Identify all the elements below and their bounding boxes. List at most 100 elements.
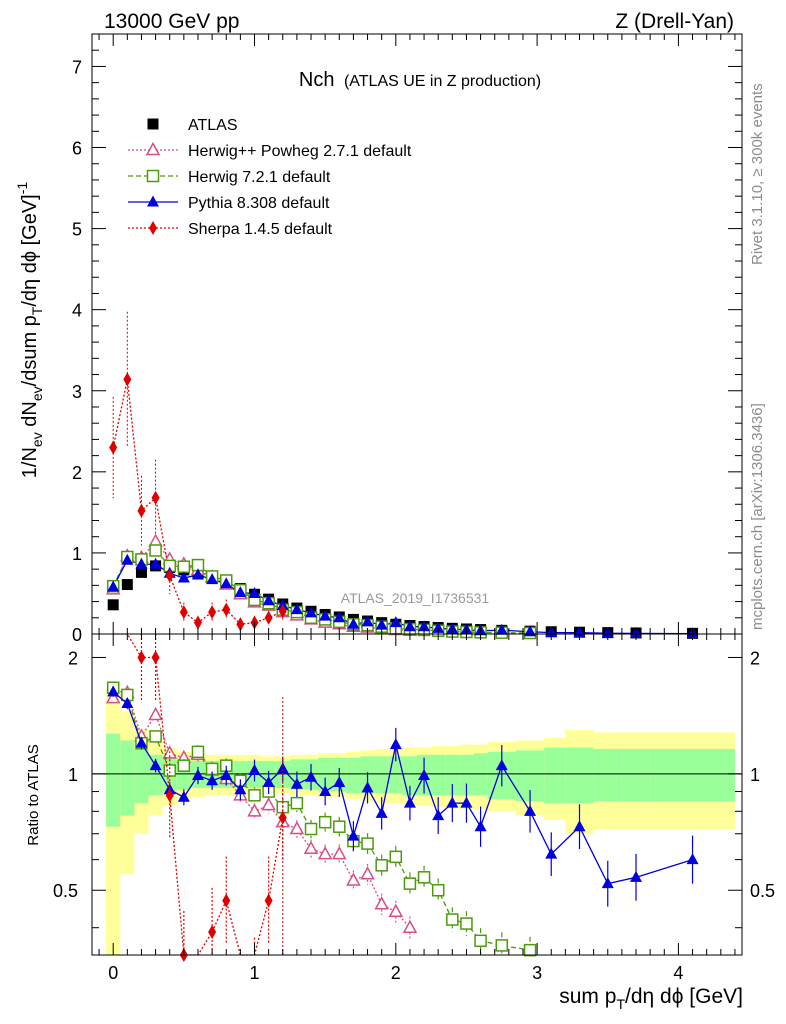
main-point-pythia xyxy=(375,618,388,630)
ratio-point-herwig xyxy=(361,837,374,850)
ratio-point-sherpa xyxy=(137,650,146,665)
x-tick-label: 1 xyxy=(249,963,259,983)
ratio-point-herwig xyxy=(247,803,262,817)
y-tick-label: 1 xyxy=(72,544,82,564)
ratio-point-herwig xyxy=(417,871,431,884)
ratio-point-pythia xyxy=(121,697,134,709)
ratio-point-herwig xyxy=(290,796,304,810)
ratio-point-herwig xyxy=(375,859,388,872)
main-point-herwig xyxy=(149,544,162,557)
ratio-point-herwig xyxy=(303,840,319,855)
ratio-point-pythia xyxy=(446,796,459,808)
ratio-point-herwig xyxy=(177,759,191,772)
ratio-point-pythia xyxy=(375,806,388,818)
band-stat xyxy=(593,748,622,802)
ratio-frame xyxy=(91,633,743,956)
main-point-pythia xyxy=(333,611,346,623)
band-stat xyxy=(388,756,403,794)
header-left: 13000 GeV pp xyxy=(104,10,239,33)
ratio-point-herwig xyxy=(474,934,487,948)
ratio-y-label: Ratio to ATLAS xyxy=(25,744,42,845)
main-point-pythia xyxy=(234,586,247,598)
main-point-pythia xyxy=(524,625,537,637)
ratio-line-herwig xyxy=(112,692,411,929)
main-point-pythia xyxy=(305,606,318,618)
main-point-pythia xyxy=(262,594,275,606)
ratio-point-pythia xyxy=(524,804,537,816)
ratio-point-pythia xyxy=(545,847,558,859)
ratio-point-pythia xyxy=(361,781,374,793)
main-line-pythia-8-308-default xyxy=(112,559,693,635)
main-point-sherpa xyxy=(236,617,245,632)
ratio-point-pythia xyxy=(389,738,402,750)
main-point-sherpa xyxy=(179,605,188,620)
ratio-point-herwig xyxy=(402,919,418,933)
main-line-herwig-powheg-2-7-1-default xyxy=(112,540,410,632)
ratio-point-sherpa xyxy=(151,650,160,665)
ratio-point-herwig xyxy=(317,846,333,860)
band-stat xyxy=(565,747,594,804)
ratio-point-herwig xyxy=(403,877,417,890)
y-tick-label: 4 xyxy=(72,301,82,321)
ratio-point-herwig xyxy=(389,850,403,864)
ratio-point-herwig xyxy=(495,939,509,952)
main-point-pythia xyxy=(107,580,120,592)
legend-entry: Sherpa 1.4.5 default xyxy=(188,221,333,238)
y-tick-label: 7 xyxy=(72,57,82,77)
main-point-pythia xyxy=(135,557,148,569)
band-stat xyxy=(544,747,566,804)
main-point-sherpa xyxy=(137,503,146,518)
ratio-point-pythia xyxy=(220,769,233,781)
y-tick-label: 0 xyxy=(72,625,82,645)
band-stat xyxy=(318,757,333,792)
main-point-pythia xyxy=(206,573,219,585)
main-point-pythia xyxy=(347,617,360,629)
ratio-tick-label: 1 xyxy=(68,765,78,785)
ratio-point-pythia xyxy=(347,829,360,841)
main-point-herwig xyxy=(177,560,191,573)
ratio-tick-label-right: 0.5 xyxy=(750,881,775,901)
ratio-point-pythia xyxy=(276,762,289,774)
ratio-point-pythia xyxy=(248,764,261,776)
band-stat xyxy=(120,740,135,816)
band-stat xyxy=(445,754,460,796)
main-point-pythia xyxy=(389,616,402,628)
legend-marker xyxy=(147,195,159,207)
rivet-label: Rivet 3.1.10, ≥ 300k events xyxy=(749,83,766,265)
main-point-sherpa xyxy=(151,490,160,505)
main-point-pythia xyxy=(248,586,261,598)
band-stat xyxy=(148,754,163,796)
main-point-pythia xyxy=(418,620,431,632)
main-point-pythia xyxy=(149,557,162,569)
y-axis-label: 1/Nev dNev/dsum pT/dη dϕ [GeV]-1 xyxy=(14,182,45,479)
main-point-atlas xyxy=(135,566,147,578)
ratio-point-pythia xyxy=(403,796,416,808)
ratio-point-herwig xyxy=(446,913,459,926)
y-tick-label: 3 xyxy=(72,382,82,402)
main-point-pythia xyxy=(220,577,233,589)
ratio-point-pythia xyxy=(319,785,332,797)
ratio-point-pythia xyxy=(206,774,219,786)
ratio-point-pythia xyxy=(474,820,487,832)
plot-subtitle: (ATLAS UE in Z production) xyxy=(344,73,541,90)
main-point-sherpa xyxy=(278,604,287,619)
main-point-sherpa xyxy=(109,440,118,455)
header-right: Z (Drell-Yan) xyxy=(615,10,734,33)
ratio-point-herwig xyxy=(360,866,375,880)
x-axis-label: sum pT/dη dϕ [GeV] xyxy=(559,985,743,1012)
ratio-point-herwig xyxy=(523,943,537,957)
main-point-atlas xyxy=(121,579,133,591)
main-point-pythia xyxy=(121,553,134,565)
legend-marker xyxy=(149,221,157,235)
main-point-pythia xyxy=(177,571,190,583)
ratio-point-herwig xyxy=(163,764,176,777)
ratio-line-pythia xyxy=(112,691,693,885)
ratio-point-herwig xyxy=(304,822,318,836)
ratio-tick-label-right: 2 xyxy=(750,648,760,668)
ratio-point-herwig xyxy=(318,815,332,829)
legend-marker xyxy=(146,169,160,183)
mcplots-label: mcplots.cern.ch [arXiv:1306.3436] xyxy=(749,403,766,630)
ratio-point-pythia xyxy=(333,775,346,787)
ratio-point-pythia xyxy=(601,877,614,889)
